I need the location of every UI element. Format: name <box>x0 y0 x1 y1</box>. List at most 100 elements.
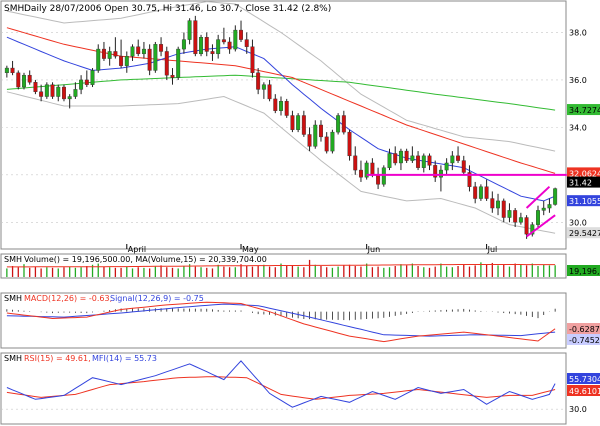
candle-body <box>404 150 409 161</box>
candle-body <box>478 186 483 199</box>
candle-body <box>119 55 124 66</box>
candle-body <box>187 20 192 40</box>
signal-value-box <box>567 334 600 345</box>
volume-ma-line <box>6 264 556 268</box>
candle-body <box>296 115 301 130</box>
candle-body <box>301 115 306 135</box>
rsi-value: 49.6101 <box>569 387 600 396</box>
candle-body <box>250 46 255 74</box>
candle-body <box>221 39 226 43</box>
mfi-title: MFI(14) = 55.73 <box>92 354 157 363</box>
candle-body <box>96 48 101 71</box>
mfi-value: 55.7304 <box>569 375 600 384</box>
candle-body <box>524 217 529 235</box>
candle-body <box>364 162 369 178</box>
ma-slow-value: 34.7274 <box>569 106 600 115</box>
candle-body <box>130 46 135 57</box>
candle-body <box>136 46 141 55</box>
rsi-line <box>6 376 556 400</box>
candle-body <box>484 186 489 199</box>
candle-body <box>313 124 318 147</box>
price-tick-label: 36.0 <box>569 76 587 85</box>
candle-body <box>427 155 432 166</box>
candle-body <box>113 51 118 57</box>
candle-body <box>501 200 506 218</box>
candle-body <box>56 86 61 97</box>
candle-body <box>530 224 535 235</box>
candle-body <box>290 115 295 130</box>
macd-line <box>6 301 556 343</box>
candle-body <box>239 29 243 40</box>
x-tick-label: Jun <box>367 245 381 254</box>
ma-slow-value-box <box>567 104 600 116</box>
volume-value-box <box>567 265 600 276</box>
candle-body <box>67 96 72 100</box>
macd-panel <box>0 292 567 349</box>
channel-line <box>525 185 551 209</box>
mfi-line <box>6 360 556 408</box>
candle-body <box>50 84 55 97</box>
macd-lines <box>6 301 556 343</box>
candle-body <box>90 70 95 85</box>
candle-body <box>547 204 552 209</box>
candle-body <box>444 162 449 171</box>
x-axis: April May Jun Jul <box>126 244 498 254</box>
rsi-title-prefix: SMH <box>4 354 22 363</box>
candle-body <box>319 124 323 138</box>
candle-body <box>261 84 266 90</box>
candle-body <box>244 39 249 47</box>
candle-body <box>176 48 181 78</box>
candle-body <box>284 101 289 116</box>
candle-body <box>227 41 232 50</box>
candle-body <box>376 174 381 185</box>
volume-title-prefix: SMH <box>4 255 22 264</box>
mfi-value-box <box>567 373 600 384</box>
candle-body <box>216 39 221 55</box>
candle-body <box>416 155 421 168</box>
candle-body <box>336 115 341 133</box>
price-candles <box>4 15 558 239</box>
candle-body <box>467 172 472 187</box>
candle-body <box>141 48 146 55</box>
x-tick-label: Jul <box>487 245 498 254</box>
price-tick-label: 38.0 <box>569 28 587 37</box>
candle-body <box>370 162 375 176</box>
candle-body <box>307 134 312 147</box>
macd-labels: -0.62877 -0.745246 <box>567 323 600 345</box>
macd-value: -0.62877 <box>569 325 600 334</box>
bollinger-lower-value: 29.5427 <box>569 229 600 238</box>
candle-body <box>330 131 335 152</box>
candle-body <box>456 155 461 161</box>
candle-body <box>164 51 169 76</box>
candle-body <box>450 155 455 164</box>
macd-title-prefix: SMH <box>4 294 22 303</box>
candle-body <box>324 136 329 152</box>
candle-body <box>387 153 392 168</box>
candle-body <box>341 115 346 133</box>
candle-body <box>496 200 501 209</box>
volume-title: Volume() = 19,196,500.00, MA(Volume,15) … <box>24 255 267 264</box>
candle-body <box>473 186 478 199</box>
bollinger-lower-line <box>6 91 556 234</box>
candle-body <box>490 198 495 209</box>
signal-title: Signal(12,26,9) = -0.75 <box>110 294 204 303</box>
candle-body <box>353 155 358 171</box>
candle-body <box>393 153 398 164</box>
candle-body <box>199 37 204 55</box>
candle-body <box>279 101 283 111</box>
x-tick-label: May <box>242 245 259 254</box>
candle-body <box>147 48 152 71</box>
candle-body <box>4 67 9 74</box>
last-close-value: 31.42 <box>569 179 592 188</box>
candle-body <box>398 150 403 164</box>
candle-body <box>107 51 112 59</box>
ma-mid-value-box <box>567 167 600 179</box>
candle-body <box>421 155 426 168</box>
ma-fast-value: 31.1055 <box>569 197 600 206</box>
candle-body <box>347 131 352 157</box>
candle-body <box>22 74 26 88</box>
price-panel <box>0 0 567 250</box>
candle-body <box>433 165 438 178</box>
candle-body <box>256 72 261 90</box>
